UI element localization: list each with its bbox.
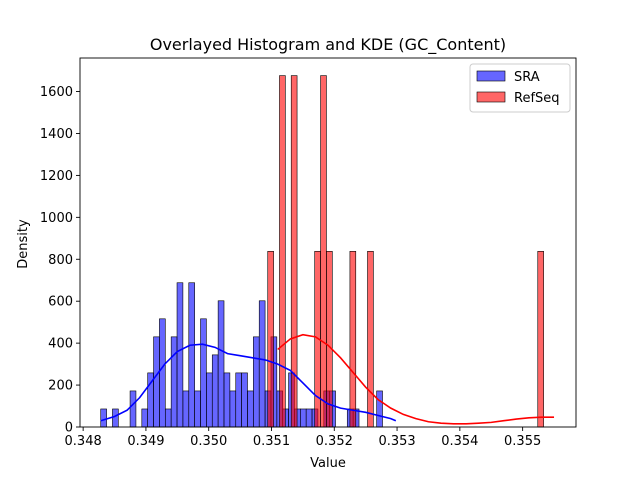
x-axis-label: Value (310, 456, 346, 471)
bar-sra (235, 372, 242, 428)
chart-title: Overlayed Histogram and KDE (GC_Content) (150, 35, 506, 55)
bar-refseq (537, 251, 544, 428)
bar-sra (206, 372, 213, 428)
bars-sra (100, 282, 383, 428)
y-tick-label: 1200 (40, 169, 73, 184)
bar-refseq (267, 251, 274, 428)
legend-label-sra: SRA (514, 70, 540, 85)
bar-sra (305, 408, 313, 428)
x-tick-label: 0.348 (65, 434, 102, 449)
bar-sra (153, 336, 160, 428)
bar-sra (159, 318, 166, 428)
y-tick-label: 1000 (40, 211, 73, 226)
bar-sra (112, 408, 119, 428)
bars-refseq (267, 75, 544, 428)
kde-layer (100, 333, 555, 425)
bar-sra (241, 372, 248, 428)
bar-sra (376, 390, 383, 428)
bar-sra (211, 354, 219, 428)
kde-line-sra (100, 343, 397, 422)
x-tick-label: 0.351 (253, 434, 290, 449)
y-tick-label: 1400 (40, 127, 73, 142)
x-tick-label: 0.349 (127, 434, 164, 449)
bar-sra (170, 336, 178, 428)
bar-sra (223, 372, 231, 428)
bar-refseq (320, 75, 327, 428)
x-tick-label: 0.355 (504, 434, 541, 449)
bar-sra (247, 390, 254, 428)
bar-sra (253, 336, 260, 428)
bar-sra (141, 408, 148, 428)
bars-layer (100, 75, 544, 428)
y-tick-label: 600 (48, 295, 73, 310)
bar-sra (129, 390, 137, 428)
y-tick-label: 800 (48, 253, 73, 268)
bar-refseq (349, 251, 357, 428)
bar-sra (200, 318, 207, 428)
legend-label-refseq: RefSeq (514, 91, 560, 106)
bar-sra (164, 408, 172, 428)
bar-sra (300, 408, 307, 428)
y-axis-label: Density (16, 219, 31, 269)
bar-sra (258, 300, 266, 428)
x-tick-label: 0.353 (378, 434, 415, 449)
x-tick-label: 0.354 (441, 434, 478, 449)
bar-sra (100, 408, 107, 428)
bar-sra (229, 390, 237, 428)
y-tick-label: 0 (65, 421, 73, 436)
bar-sra (217, 300, 225, 428)
bar-sra (176, 282, 184, 428)
axes-layer: 0.348 0.349 0.350 0.351 0.352 0.353 0.354 0.355… (40, 57, 577, 449)
kde-line-refseq (277, 333, 555, 425)
legend: SRA RefSeq (469, 63, 571, 113)
bar-refseq (279, 75, 286, 428)
bar-sra (182, 390, 190, 428)
bar-refseq (326, 251, 333, 428)
legend-swatch-refseq (476, 91, 506, 103)
bar-sra (188, 282, 195, 428)
plot-frame (79, 57, 577, 428)
x-tick-label: 0.352 (316, 434, 353, 449)
y-tick-label: 1600 (40, 85, 73, 100)
legend-swatch-sra (476, 70, 506, 82)
x-tick-label: 0.350 (190, 434, 227, 449)
bar-sra (194, 390, 201, 428)
y-tick-label: 200 (48, 379, 73, 394)
y-tick-label: 400 (48, 337, 73, 352)
bar-refseq (367, 251, 374, 428)
